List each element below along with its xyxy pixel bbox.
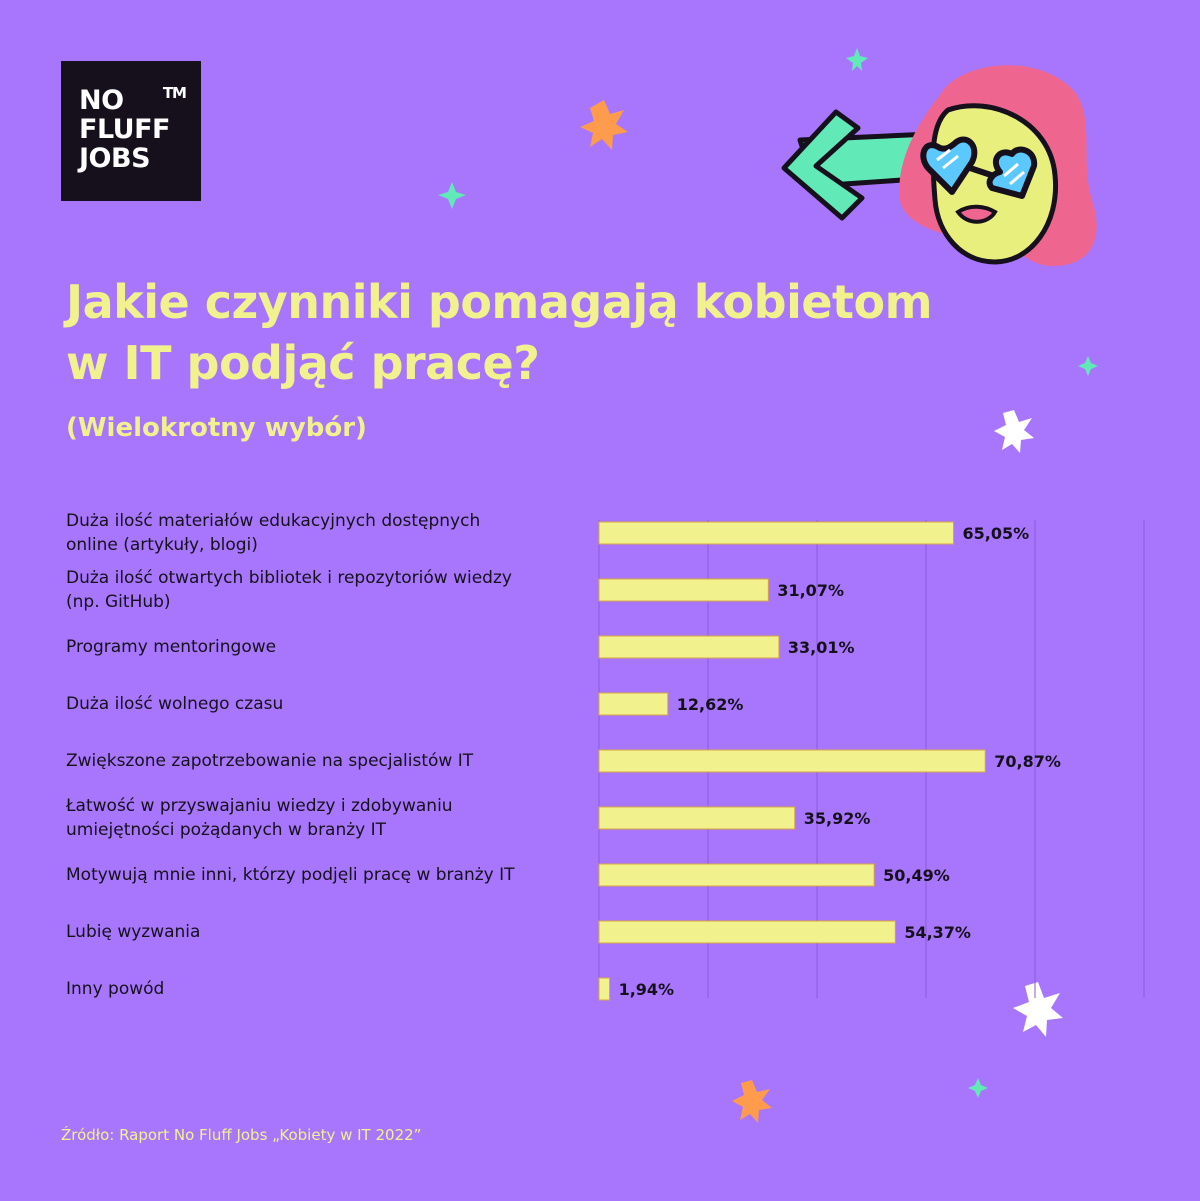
trademark-mark: TM xyxy=(162,84,187,102)
bar-value-label: 31,07% xyxy=(777,581,844,600)
category-label-line: Duża ilość wolnego czasu xyxy=(66,694,284,714)
star-icon xyxy=(732,1080,772,1123)
logo-wordmark: NO FLUFF JOBS xyxy=(79,85,171,174)
source-note: Źródło: Raport No Fluff Jobs „Kobiety w … xyxy=(61,1126,422,1144)
star-icon xyxy=(1078,356,1098,376)
chart-subtitle: (Wielokrotny wybór) xyxy=(66,413,367,443)
bar-value-label: 54,37% xyxy=(904,923,971,942)
bar xyxy=(598,920,896,944)
bar-value-label: 35,92% xyxy=(804,809,871,828)
star-icon xyxy=(994,410,1034,453)
category-label: Łatwość w przyswajaniu wiedzy i zdobywan… xyxy=(66,794,586,842)
category-label-line: (np. GitHub) xyxy=(66,592,171,612)
category-label: Motywują mnie inni, którzy podjęli pracę… xyxy=(66,863,586,887)
star-icon xyxy=(580,100,628,150)
logo-line-3: JOBS xyxy=(79,143,151,174)
category-label: Programy mentoringowe xyxy=(66,635,586,659)
bar xyxy=(598,806,796,830)
chart-title: Jakie czynniki pomagają kobietom w IT po… xyxy=(66,275,933,390)
bar-value-label: 70,87% xyxy=(994,752,1061,771)
heart-glasses-icon xyxy=(920,136,1038,199)
bar-value-label: 12,62% xyxy=(677,695,744,714)
logo-line-2: FLUFF xyxy=(79,114,171,145)
category-label-line: Motywują mnie inni, którzy podjęli pracę… xyxy=(66,865,515,885)
category-label-line: umiejętności pożądanych w branży IT xyxy=(66,820,387,840)
category-label: Duża ilość otwartych bibliotek i repozyt… xyxy=(66,566,586,614)
star-icon xyxy=(1013,982,1063,1037)
bar-value-label: 33,01% xyxy=(788,638,855,657)
category-label-line: Łatwość w przyswajaniu wiedzy i zdobywan… xyxy=(66,796,453,816)
category-label-line: Zwiększone zapotrzebowanie na specjalist… xyxy=(66,751,474,771)
star-icon xyxy=(846,48,868,71)
no-fluff-jobs-logo: NO FLUFF JOBS TM xyxy=(61,61,201,201)
bar xyxy=(598,692,669,716)
bar xyxy=(598,977,611,1001)
category-label: Lubię wyzwania xyxy=(66,920,586,944)
category-label-line: Duża ilość otwartych bibliotek i repozyt… xyxy=(66,568,512,588)
bar xyxy=(598,749,986,773)
logo-line-1: NO xyxy=(79,85,124,116)
bar-value-label: 1,94% xyxy=(619,980,675,999)
bar xyxy=(598,635,780,659)
category-label-line: Programy mentoringowe xyxy=(66,637,277,657)
category-label: Duża ilość wolnego czasu xyxy=(66,692,586,716)
category-label-line: Inny powód xyxy=(66,979,165,999)
bar-value-label: 50,49% xyxy=(883,866,950,885)
category-label: Duża ilość materiałów edukacyjnych dostę… xyxy=(66,509,586,557)
bar-value-label: 65,05% xyxy=(963,524,1030,543)
star-icon xyxy=(438,182,466,209)
woman-illustration xyxy=(781,65,1097,267)
bar xyxy=(598,578,769,602)
category-label: Zwiększone zapotrzebowanie na specjalist… xyxy=(66,749,586,773)
category-label: Inny powód xyxy=(66,977,586,1001)
bar xyxy=(598,863,875,887)
bar xyxy=(598,521,955,545)
arrow-left-icon xyxy=(781,109,935,221)
category-label-line: online (artykuły, blogi) xyxy=(66,535,258,555)
lips-shape xyxy=(955,204,998,224)
category-label-line: Lubię wyzwania xyxy=(66,922,201,942)
category-label-line: Duża ilość materiałów edukacyjnych dostę… xyxy=(66,511,481,531)
star-icon xyxy=(968,1078,988,1098)
